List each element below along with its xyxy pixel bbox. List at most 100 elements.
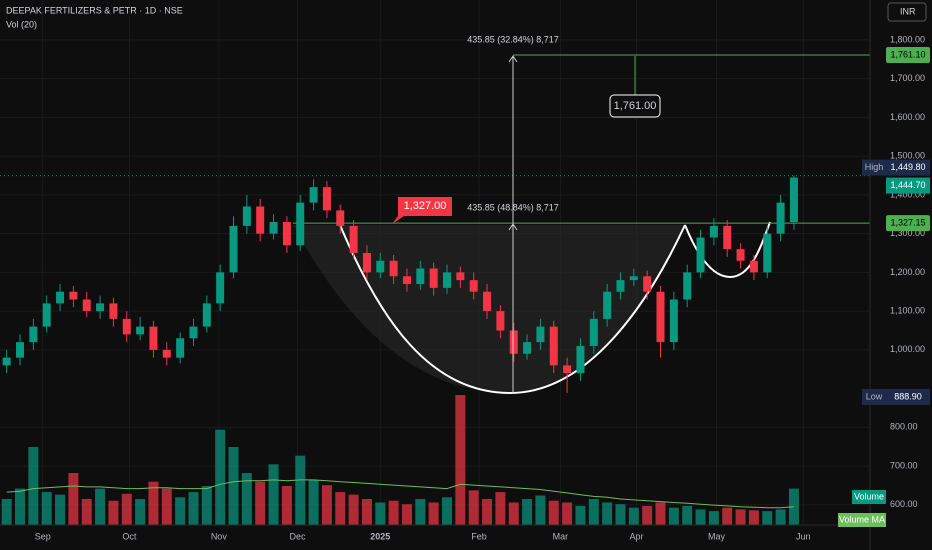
candle-body	[189, 326, 198, 339]
volume-bar	[762, 511, 773, 525]
volume-bar	[295, 455, 306, 525]
y-tick-label: 1,700.00	[890, 73, 925, 83]
volume-bar	[68, 473, 79, 525]
candle-body	[683, 272, 692, 300]
level-tag-label: 1,761.10	[890, 49, 925, 59]
volume-bar	[682, 505, 693, 525]
volume-bar	[28, 447, 39, 525]
grid	[0, 0, 870, 525]
price-tag	[886, 159, 930, 176]
indicator-label: Vol (20)	[6, 19, 37, 29]
volume-bar	[668, 507, 679, 525]
y-tick-label: 800.00	[890, 422, 918, 432]
candle-body	[242, 206, 251, 226]
volume-bar	[161, 488, 172, 525]
candle-body	[563, 365, 572, 374]
volume-bar	[215, 429, 226, 525]
y-tick-label: 600.00	[890, 499, 918, 509]
candle-body	[443, 272, 452, 288]
candle-body	[416, 268, 425, 285]
volume-bar	[708, 511, 719, 525]
volume-ma-line	[6, 479, 794, 509]
candle-body	[322, 187, 331, 211]
volume-bar	[95, 488, 106, 525]
x-tick-label: Mar	[553, 531, 569, 541]
level-tag	[886, 215, 930, 232]
volume-bar	[775, 509, 786, 525]
candle-body	[362, 253, 371, 273]
volume-bar	[241, 473, 252, 525]
volume-bar	[335, 492, 346, 525]
volume-bar	[415, 499, 426, 525]
candle-body	[216, 272, 225, 304]
volume-bar	[41, 492, 52, 525]
candle-body	[429, 268, 438, 288]
candle-body	[2, 357, 11, 366]
plot-layer	[0, 54, 870, 393]
volume-bar	[615, 504, 626, 525]
candle-body	[109, 303, 118, 319]
volume-bar	[361, 499, 372, 525]
candle-body	[483, 291, 492, 312]
volume-bar	[148, 481, 159, 525]
candle-body	[376, 260, 385, 273]
price-tag-label: 888.90	[894, 391, 922, 401]
candle-body	[229, 225, 238, 273]
candle-body	[509, 330, 518, 354]
volume-bar	[201, 486, 212, 525]
candle-body	[496, 311, 505, 331]
volume-bar	[468, 490, 479, 525]
x-tick-label: Oct	[122, 531, 137, 541]
volume-bar	[268, 464, 279, 525]
measure-arrow	[508, 55, 518, 63]
volume-bar	[108, 500, 119, 525]
volume-bar	[655, 502, 666, 525]
candle-body	[96, 303, 105, 312]
tag-name: Low	[866, 391, 883, 401]
y-tick-label: 1,300.00	[890, 228, 925, 238]
candle-body	[589, 318, 598, 346]
currency-label[interactable]: INR	[900, 6, 916, 16]
measure-label: 435.85 (32.84%) 8,717	[467, 34, 559, 44]
y-tick-label: 1,400.00	[890, 189, 925, 199]
volume-bar	[628, 507, 639, 525]
candle-body	[456, 272, 465, 281]
volume-bar	[482, 499, 493, 525]
price-tag-label: 1,444.70	[890, 180, 925, 190]
volume-bar	[602, 502, 613, 525]
candle-body	[122, 318, 131, 335]
candle-body	[643, 276, 652, 292]
currency-button[interactable]	[887, 2, 927, 22]
price-tag	[886, 177, 930, 194]
candle-body	[603, 291, 612, 319]
level-tag	[886, 46, 930, 63]
candle-body	[736, 249, 745, 261]
candle-body	[269, 222, 278, 234]
volume-bar	[428, 502, 439, 525]
volume-bar	[308, 479, 319, 525]
candle-body	[629, 276, 638, 281]
volume-bar	[575, 505, 586, 525]
measure-label: 435.85 (48.84%) 8,717	[467, 202, 559, 212]
volume-bar	[321, 485, 332, 525]
chart-title: DEEPAK FERTILIZERS & PETR · 1D · NSE	[6, 5, 183, 15]
y-tick-label: 1,600.00	[890, 112, 925, 122]
volume-bar	[442, 497, 453, 525]
candle-body	[402, 276, 411, 285]
candle-body	[523, 342, 532, 354]
neckline-label: 1,327.00	[404, 200, 447, 212]
volume-bar	[81, 499, 92, 525]
volume-bar	[695, 509, 706, 525]
volume-bar	[495, 492, 506, 525]
candle-body	[549, 326, 558, 366]
candle-body	[789, 177, 798, 223]
volume-bar	[735, 509, 746, 525]
candle-body	[282, 222, 291, 246]
volume-bar	[135, 499, 146, 525]
x-tick-label: Nov	[211, 531, 228, 541]
x-tick-label: Feb	[471, 531, 487, 541]
volume-layer	[1, 395, 799, 525]
volume-bar	[228, 447, 239, 525]
